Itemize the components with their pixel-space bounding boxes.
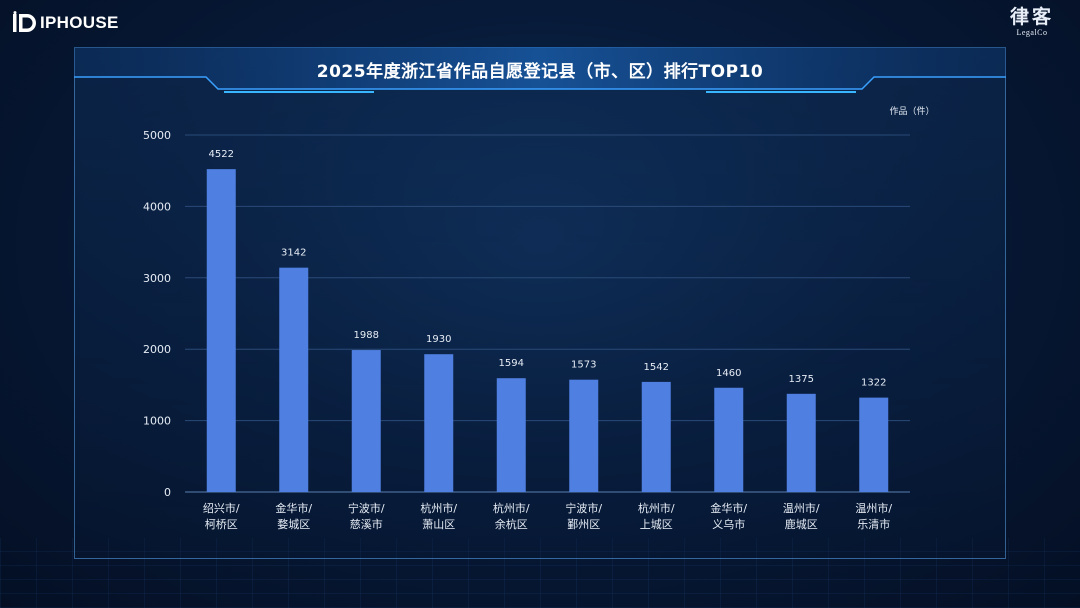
x-tick-label-0-1: 柯桥区 bbox=[205, 518, 238, 531]
x-tick-label-5-1: 鄞州区 bbox=[567, 518, 600, 531]
legalco-logo: 律客 LegalCo bbox=[1000, 6, 1064, 38]
iphouse-logo-text: IPHOUSE bbox=[40, 13, 119, 32]
x-tick-label-7-1: 义乌市 bbox=[712, 517, 745, 531]
bar-6 bbox=[641, 381, 671, 492]
x-tick-label-8-1: 鹿城区 bbox=[785, 517, 818, 531]
y-tick-label: 0 bbox=[164, 486, 171, 499]
x-tick-label-9-1: 乐清市 bbox=[857, 517, 890, 531]
value-label-9: 1322 bbox=[861, 378, 886, 389]
x-tick-label-6-0: 杭州市/ bbox=[638, 501, 675, 515]
bar-9 bbox=[859, 397, 889, 492]
x-tick-label-2-1: 慈溪市 bbox=[350, 517, 383, 531]
title-bar-decoration bbox=[74, 47, 1006, 93]
iphouse-logo: IPHOUSE bbox=[12, 10, 119, 36]
bar-7 bbox=[714, 387, 744, 492]
background-grid bbox=[0, 538, 1080, 608]
bar-1 bbox=[279, 267, 309, 492]
x-tick-label-4-0: 杭州市/ bbox=[493, 501, 530, 515]
bar-3 bbox=[424, 354, 454, 492]
legalco-logo-en: LegalCo bbox=[1016, 28, 1048, 37]
x-tick-label-0-0: 绍兴市/ bbox=[203, 501, 240, 515]
x-tick-label-5-0: 宁波市/ bbox=[565, 501, 602, 515]
x-tick-label-7-0: 金华市/ bbox=[710, 501, 747, 515]
value-label-2: 1988 bbox=[354, 330, 379, 341]
y-tick-label: 4000 bbox=[143, 200, 171, 213]
x-tick-label-1-0: 金华市/ bbox=[275, 501, 312, 515]
bar-4 bbox=[496, 378, 526, 492]
iphouse-logo-icon bbox=[13, 11, 36, 32]
x-tick-label-9-0: 温州市/ bbox=[855, 501, 892, 515]
chart-title: 2025年度浙江省作品自愿登记县（市、区）排行TOP10 bbox=[316, 62, 764, 82]
y-tick-label: 3000 bbox=[143, 272, 171, 285]
x-tick-label-4-1: 余杭区 bbox=[495, 517, 528, 531]
x-tick-label-2-0: 宁波市/ bbox=[348, 501, 385, 515]
y-tick-label: 2000 bbox=[143, 343, 171, 356]
x-axis-labels: 绍兴市/柯桥区 金华市/婺城区 宁波市/慈溪市 杭州市/萧山区 杭州市/余杭区 宁波市/鄞… bbox=[203, 501, 892, 531]
bar-0 bbox=[206, 169, 236, 492]
y-tick-label: 1000 bbox=[143, 415, 171, 428]
value-labels: 4522 3142 1988 1930 1594 1573 1542 1460 1375 1322 bbox=[209, 149, 887, 388]
y-tick-label: 5000 bbox=[143, 129, 171, 142]
value-label-6: 1542 bbox=[644, 362, 669, 373]
x-tick-label-6-1: 上城区 bbox=[640, 518, 673, 531]
value-label-7: 1460 bbox=[716, 368, 741, 379]
value-label-4: 1594 bbox=[499, 358, 524, 369]
bars bbox=[206, 169, 889, 492]
y-axis-unit-label: 作品（件） bbox=[889, 105, 934, 117]
bar-2 bbox=[351, 350, 381, 492]
bar-8 bbox=[786, 393, 816, 492]
y-axis-ticks: 0 1000 2000 3000 4000 5000 bbox=[143, 129, 171, 499]
bar-5 bbox=[569, 379, 599, 492]
title-bar: 2025年度浙江省作品自愿登记县（市、区）排行TOP10 bbox=[74, 47, 1006, 93]
x-tick-label-8-0: 温州市/ bbox=[783, 501, 820, 515]
value-label-1: 3142 bbox=[281, 248, 306, 259]
value-label-0: 4522 bbox=[209, 149, 234, 160]
x-tick-label-3-1: 萧山区 bbox=[422, 518, 455, 531]
x-tick-label-1-1: 婺城区 bbox=[277, 518, 310, 531]
x-tick-label-3-0: 杭州市/ bbox=[420, 501, 457, 515]
value-label-5: 1573 bbox=[571, 360, 596, 371]
legalco-logo-cn: 律客 bbox=[1009, 6, 1054, 28]
value-label-8: 1375 bbox=[789, 374, 814, 385]
value-label-3: 1930 bbox=[426, 334, 451, 345]
